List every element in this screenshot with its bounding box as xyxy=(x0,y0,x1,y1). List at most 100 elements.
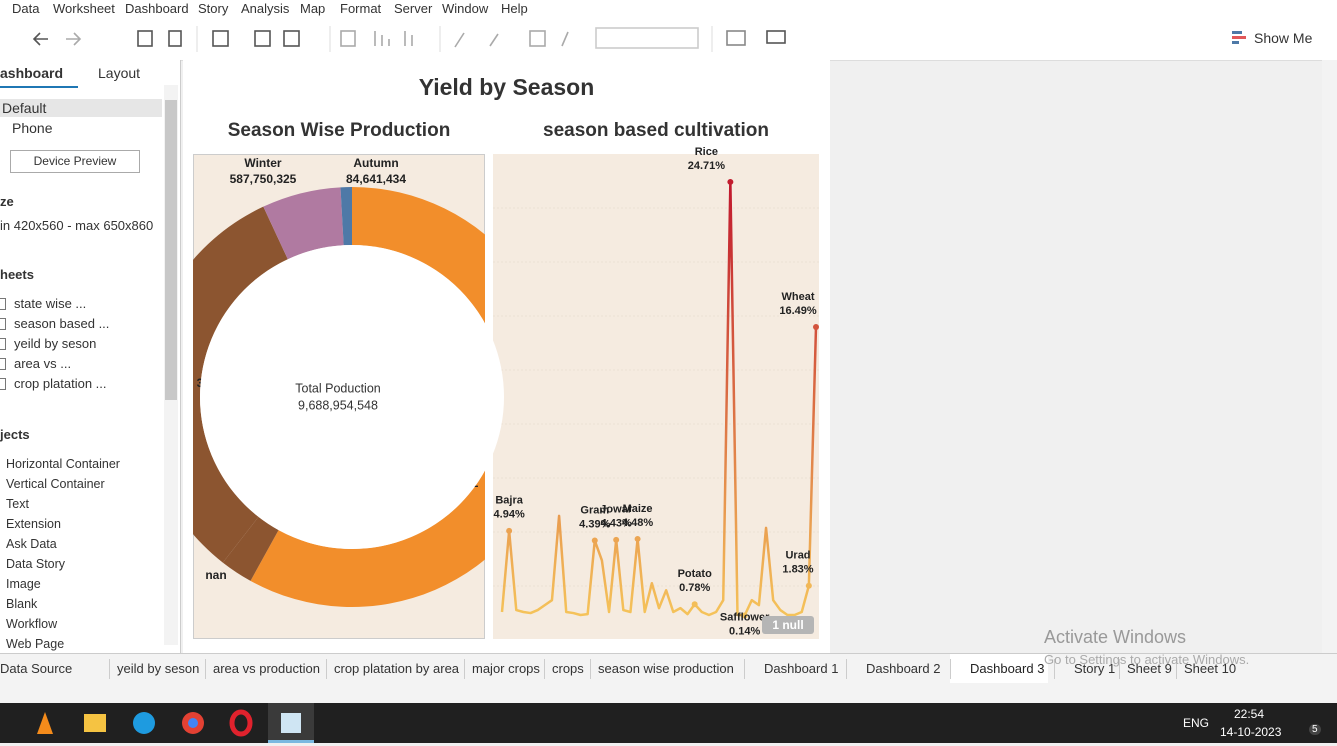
menu-item[interactable]: Format xyxy=(340,1,382,16)
sheet-tab[interactable]: major crops xyxy=(472,661,540,676)
donut-slice xyxy=(193,206,288,563)
sheet-tab[interactable]: season wise production xyxy=(598,661,734,676)
tab-underline xyxy=(0,86,78,88)
sheet-checkbox[interactable] xyxy=(0,358,6,370)
section-heading: heets xyxy=(0,267,34,282)
sheet-checkbox[interactable] xyxy=(0,338,6,350)
sheet-checkbox[interactable] xyxy=(0,298,6,310)
selected-row xyxy=(0,99,162,117)
watermark-text: Go to Settings to activate Windows. xyxy=(1044,652,1250,667)
point-value: 4.39% xyxy=(579,518,610,530)
menu-item[interactable]: Map xyxy=(300,1,326,16)
tab-separator xyxy=(544,659,545,679)
sheet-tab[interactable]: crop platation by area xyxy=(334,661,460,676)
object-item[interactable]: Image xyxy=(6,577,41,591)
scrollbar[interactable] xyxy=(1322,60,1337,653)
sheet-item[interactable]: crop platation ... xyxy=(14,376,107,391)
sheet-tab[interactable]: Dashboard 1 xyxy=(764,661,839,676)
device-option[interactable]: Phone xyxy=(12,120,53,136)
menu-item[interactable]: Analysis xyxy=(241,1,290,16)
object-item[interactable]: Text xyxy=(6,497,29,511)
object-item[interactable]: Horizontal Container xyxy=(6,457,120,471)
menu-item[interactable]: Story xyxy=(198,1,229,16)
point xyxy=(634,535,641,542)
point-value: 24.71% xyxy=(688,160,726,172)
line xyxy=(500,180,818,617)
layout-tab[interactable]: Layout xyxy=(98,65,141,81)
total-label: Total Poduction xyxy=(295,381,381,395)
donut-hole xyxy=(200,245,504,549)
sheet-item[interactable]: yeild by seson xyxy=(14,336,97,351)
language[interactable]: ENG xyxy=(1183,716,1210,730)
point xyxy=(691,601,698,608)
menu-item[interactable]: Dashboard xyxy=(125,1,189,16)
point xyxy=(741,612,748,619)
object-item[interactable]: Vertical Container xyxy=(6,477,105,491)
sheet-tab[interactable]: Sheet 10 xyxy=(1184,661,1237,676)
notification-count[interactable]: 5 xyxy=(1309,724,1321,735)
menu-item[interactable]: Help xyxy=(501,1,528,16)
slice-label: Winter xyxy=(244,156,282,170)
point-label: Potato xyxy=(678,568,713,580)
sheet-tab[interactable]: Dashboard 3 xyxy=(970,661,1045,676)
sheet-tab[interactable]: Data Source xyxy=(0,661,73,676)
dashboard-tab[interactable]: ashboard xyxy=(0,65,64,81)
sheet-tab[interactable]: crops xyxy=(552,661,584,676)
point-value: 4.43% xyxy=(601,518,632,530)
tab-separator xyxy=(846,659,847,679)
tab-separator xyxy=(326,659,327,679)
tab-separator xyxy=(1054,659,1055,679)
point xyxy=(506,527,513,534)
sheet-tab[interactable]: Sheet 9 xyxy=(1127,661,1172,676)
point-value: 0.14% xyxy=(729,625,760,637)
clock-time[interactable]: 22:54 xyxy=(1234,707,1265,721)
sheet-checkbox[interactable] xyxy=(0,318,6,330)
tab-separator xyxy=(109,659,110,679)
device-preview-button[interactable]: Device Preview xyxy=(10,150,140,173)
object-item[interactable]: Data Story xyxy=(6,557,66,571)
null-pill xyxy=(762,616,814,634)
point-label: Bajra xyxy=(495,495,523,507)
object-item[interactable]: Workflow xyxy=(6,617,58,631)
menu-item[interactable]: Data xyxy=(12,1,40,16)
point-value: 4.48% xyxy=(622,517,653,529)
sheet-item[interactable]: state wise ... xyxy=(14,296,87,311)
menu-item[interactable]: Worksheet xyxy=(53,1,115,16)
chart-title: Season Wise Production xyxy=(228,120,451,141)
sheet-item[interactable]: season based ... xyxy=(14,316,110,331)
sheet-checkbox[interactable] xyxy=(0,378,6,390)
sheet-tab[interactable]: Story 1 xyxy=(1074,661,1116,676)
scroll-thumb[interactable] xyxy=(165,100,177,400)
sheet-tab[interactable]: area vs production xyxy=(213,661,320,676)
point xyxy=(805,582,812,589)
object-item[interactable]: Blank xyxy=(6,597,38,611)
donut-slice xyxy=(222,516,279,581)
sheet-tab-bar: Data Source yeild by seson area vs product… xyxy=(0,653,1337,684)
tab-separator xyxy=(205,659,206,679)
sheet-tab[interactable]: yeild by seson xyxy=(117,661,200,676)
device-option[interactable]: Default xyxy=(2,100,47,116)
section-heading: jects xyxy=(0,427,30,442)
point xyxy=(613,536,620,543)
point xyxy=(591,537,598,544)
size-dropdown[interactable]: in 420x560 - max 650x860 xyxy=(0,218,154,233)
toolbar-icons xyxy=(32,26,786,52)
sheet-tab[interactable]: Dashboard 2 xyxy=(866,661,941,676)
point-label: Wheat xyxy=(782,291,815,303)
menu-item[interactable]: Server xyxy=(394,1,433,16)
slice-value: 587,750,325 xyxy=(230,172,297,186)
point-label: Rice xyxy=(695,146,718,158)
point-label: Jowar xyxy=(600,504,633,516)
slice-label: Autumn xyxy=(353,156,398,170)
tab-separator xyxy=(464,659,465,679)
show-me-button[interactable]: Show Me xyxy=(1254,30,1313,46)
point-value: 1.83% xyxy=(782,564,813,576)
object-item[interactable]: Web Page xyxy=(6,637,65,651)
menu-item[interactable]: Window xyxy=(442,1,489,16)
object-item[interactable]: Ask Data xyxy=(6,537,57,551)
point-value: 4.94% xyxy=(494,509,525,521)
clock-date[interactable]: 14-10-2023 xyxy=(1220,725,1282,739)
sheet-item[interactable]: area vs ... xyxy=(14,356,72,371)
object-item[interactable]: Extension xyxy=(6,517,61,531)
